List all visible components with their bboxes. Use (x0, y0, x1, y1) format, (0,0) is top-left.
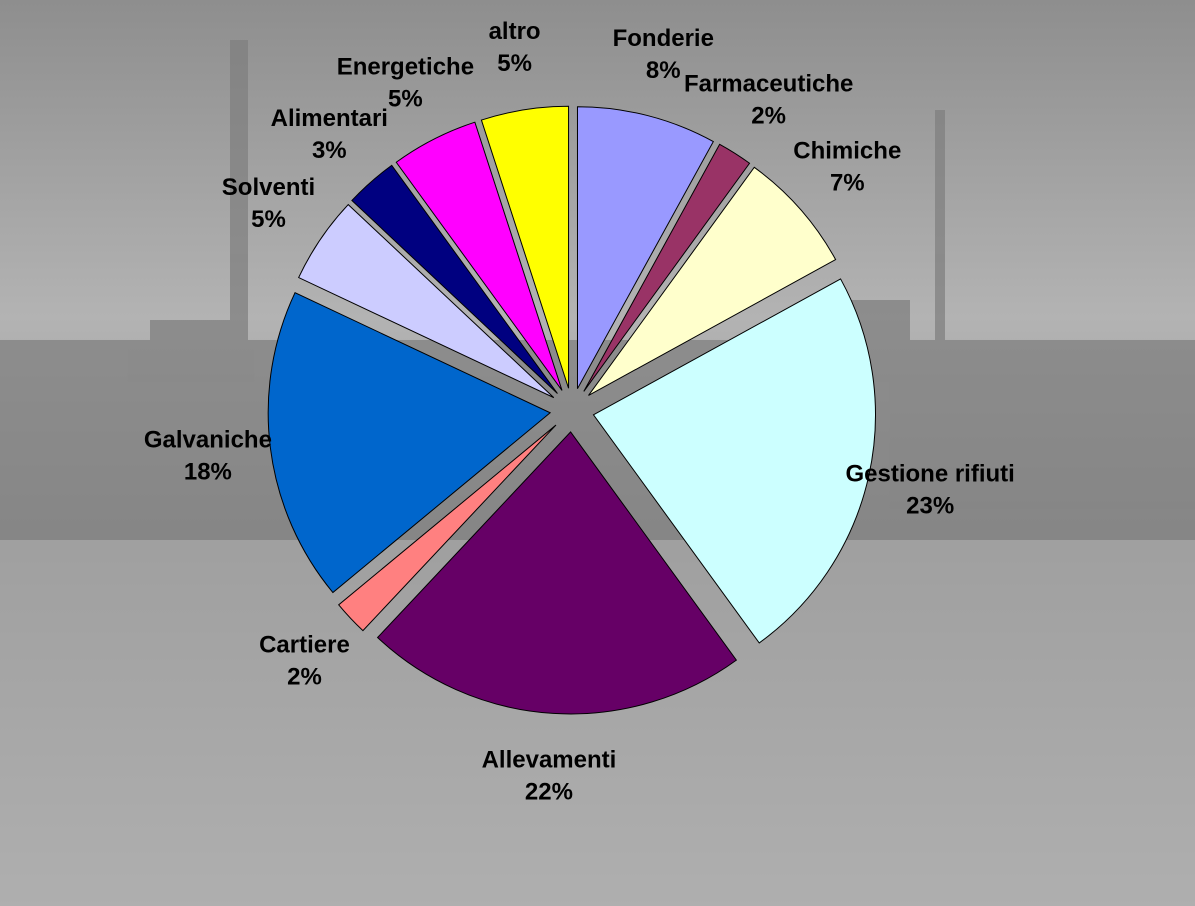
pie-slice (395, 121, 563, 391)
pie-slice (576, 106, 715, 389)
slice-label: Fonderie (613, 25, 714, 52)
slice-value-label: 23% (906, 492, 954, 519)
slice-label: Farmaceutiche (684, 70, 853, 97)
slice-value-label: 8% (646, 57, 681, 84)
slice-value-label: 2% (751, 102, 786, 129)
slice-value-label: 5% (251, 206, 286, 233)
slice-label: Energetiche (337, 53, 474, 80)
slice-value-label: 2% (287, 664, 322, 691)
pie-slice (480, 105, 570, 389)
pie-slice (297, 203, 555, 399)
slice-label: Gestione rifiuti (845, 460, 1014, 487)
slice-label: Chimiche (793, 138, 901, 165)
slice-value-label: 7% (830, 170, 865, 197)
pie-slice (351, 164, 558, 394)
slice-label: Cartiere (259, 632, 350, 659)
pie-slice (592, 278, 876, 644)
slice-value-label: 5% (388, 85, 423, 112)
slice-value-label: 18% (184, 458, 232, 485)
slice-label: altro (489, 18, 541, 45)
slice-label: Allevamenti (482, 747, 617, 774)
slice-label: Solventi (222, 174, 315, 201)
slice-label: Alimentari (271, 105, 388, 132)
slice-value-label: 3% (312, 137, 347, 164)
pie-slice (588, 166, 837, 396)
slice-value-label: 22% (525, 779, 573, 806)
slice-value-label: 5% (497, 50, 532, 77)
pie-slice (337, 424, 557, 632)
pie-slice (583, 143, 751, 392)
pie-slice (376, 431, 738, 715)
slice-label: Galvaniche (144, 426, 272, 453)
pie-slice (267, 292, 552, 594)
